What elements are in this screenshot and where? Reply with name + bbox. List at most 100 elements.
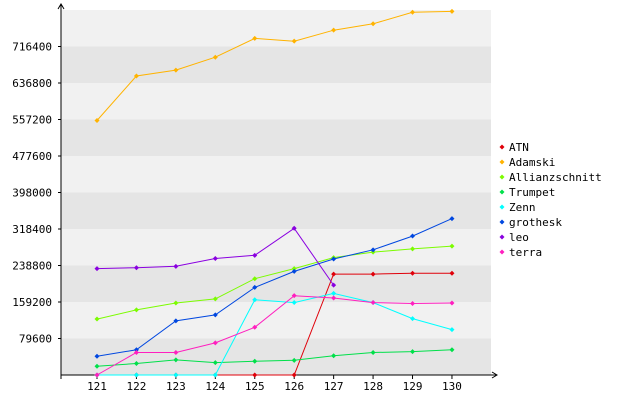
data-point-trumpet [94,363,100,369]
y-axis-ticks: 79600 159200 238800 318400 398000 477600 55720… [12,41,61,346]
data-point-zenn [173,372,179,378]
y-tick-label: 716400 [12,41,52,54]
legend: ATN Adamski Allianzschnitt Trumpet Zenn groth… [499,141,602,259]
data-point-allianzschnitt [212,296,218,302]
data-point-grothesk [331,256,337,262]
y-tick-label: 398000 [12,187,52,200]
data-point-adamski [252,35,258,41]
data-point-atn [449,270,455,276]
data-point-atn [291,372,297,378]
series-line-allianzschnitt [96,245,453,320]
data-point-zenn [331,290,337,296]
data-point-terra [410,300,416,306]
y-tick-label: 636800 [12,77,52,90]
data-point-terra [449,300,455,306]
data-point-allianzschnitt [252,276,258,282]
data-point-terra [173,350,179,356]
data-point-terra [252,324,258,330]
legend-marker [499,249,505,255]
legend-label: grothesk [509,216,562,229]
x-axis-arrow [491,371,498,379]
data-point-allianzschnitt [173,300,179,306]
x-tick-label: 128 [363,380,383,393]
grid-band [61,83,491,120]
data-point-trumpet [370,350,376,356]
data-point-trumpet [252,358,258,364]
data-point-leo [133,265,139,271]
data-point-allianzschnitt [449,243,455,249]
data-point-grothesk [173,318,179,324]
x-tick-label: 127 [324,380,344,393]
data-point-leo [212,256,218,262]
grid-bands [61,10,491,375]
grid-band [61,156,491,193]
y-tick-label: 557200 [12,114,52,127]
grid-band [61,46,491,83]
data-point-atn [252,372,258,378]
legend-marker [499,159,505,165]
x-tick-label: 124 [205,380,225,393]
data-point-terra [133,350,139,356]
x-tick-label: 129 [403,380,423,393]
data-point-terra [331,295,337,301]
data-point-leo [94,266,100,272]
y-tick-label: 477600 [12,150,52,163]
data-point-trumpet [291,357,297,363]
grid-band [61,265,491,302]
legend-item-allianzschnitt: Allianzschnitt [499,171,602,184]
legend-label: ATN [509,141,529,154]
series-line-zenn [97,292,453,376]
data-point-trumpet [449,347,455,353]
data-point-zenn [252,297,258,303]
data-point-leo [291,225,297,231]
data-point-terra [94,372,100,378]
data-point-allianzschnitt [133,307,139,313]
grid-band [61,192,491,229]
legend-item-trumpet: Trumpet [499,186,555,199]
grid-band [61,229,491,266]
x-tick-label: 126 [284,380,304,393]
data-point-grothesk [291,268,297,274]
data-point-trumpet [173,357,179,363]
data-point-allianzschnitt [94,316,100,322]
x-tick-label: 125 [245,380,265,393]
series-line-trumpet [96,349,453,367]
data-point-grothesk [370,247,376,253]
data-point-terra [212,340,218,346]
y-tick-label: 159200 [12,296,52,309]
data-point-adamski [410,9,416,15]
data-point-atn [331,271,337,277]
legend-item-atn: ATN [499,141,529,154]
series-line-grothesk [96,218,453,357]
data-point-adamski [133,73,139,79]
series-adamski [94,8,455,124]
data-point-atn [370,271,376,277]
y-tick-label: 79600 [19,333,52,346]
series-grothesk [94,216,455,359]
legend-label: leo [509,231,529,244]
series-line-terra [96,295,453,376]
data-point-allianzschnitt [410,246,416,252]
legend-item-grothesk: grothesk [499,216,562,229]
data-point-grothesk [410,233,416,239]
series-trumpet [94,347,455,369]
series-line-adamski [96,10,453,121]
data-point-adamski [370,21,376,27]
legend-label: Trumpet [509,186,555,199]
data-point-grothesk [252,284,258,290]
data-point-adamski [212,54,218,60]
data-point-zenn [212,372,218,378]
data-point-trumpet [331,353,337,359]
legend-marker [499,189,505,195]
series-terra [94,293,455,378]
data-point-zenn [410,316,416,322]
data-point-grothesk [449,216,455,222]
legend-item-zenn: Zenn [499,201,536,214]
y-axis-arrow [57,3,65,10]
data-point-grothesk [133,347,139,353]
legend-marker [499,174,505,180]
data-point-atn [410,270,416,276]
legend-item-terra: terra [499,246,542,259]
